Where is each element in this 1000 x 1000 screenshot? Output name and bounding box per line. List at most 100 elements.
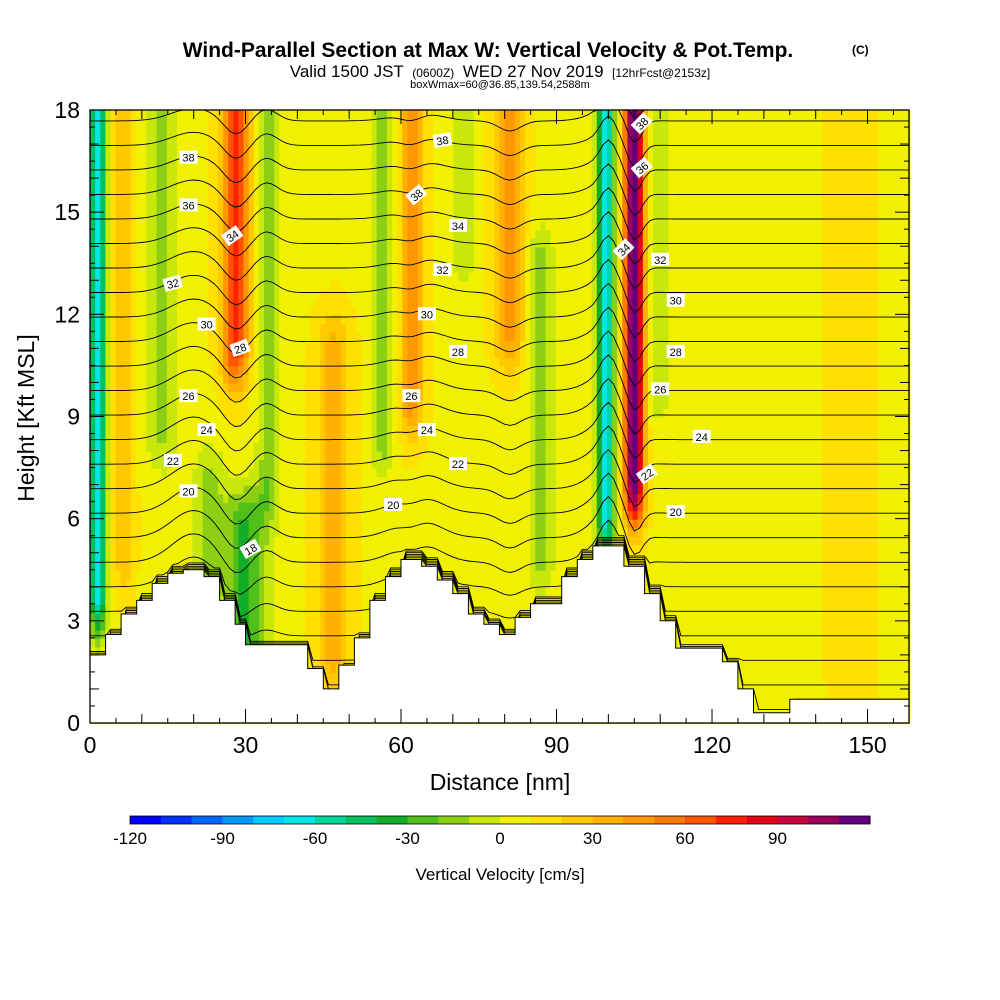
velocity-cell — [330, 620, 338, 631]
velocity-cell — [233, 322, 240, 333]
velocity-cell — [146, 271, 153, 282]
velocity-cell — [110, 356, 118, 367]
velocity-cell — [238, 169, 246, 180]
velocity-cell — [120, 229, 128, 239]
velocity-cell — [310, 535, 317, 546]
velocity-cell — [248, 578, 256, 588]
velocity-cell — [233, 484, 240, 495]
velocity-cell — [392, 433, 399, 444]
velocity-cell — [310, 586, 317, 597]
velocity-cell — [253, 161, 261, 171]
velocity-cell — [402, 135, 409, 146]
velocity-cell — [356, 203, 363, 214]
velocity-cell — [228, 416, 235, 427]
velocity-cell — [279, 237, 286, 248]
velocity-cell — [136, 348, 143, 358]
velocity-cell — [100, 620, 107, 631]
velocity-cell — [320, 127, 327, 137]
velocity-cell — [325, 637, 333, 648]
velocity-cell — [95, 271, 102, 282]
velocity-cell — [417, 178, 425, 188]
velocity-cell — [192, 169, 199, 180]
velocity-cell — [197, 518, 205, 529]
velocity-cell — [330, 356, 338, 367]
velocity-cell — [253, 339, 261, 350]
velocity-cell — [386, 390, 394, 401]
velocity-cell — [207, 152, 215, 163]
velocity-cell — [146, 322, 153, 333]
velocity-cell — [228, 535, 235, 546]
velocity-cell — [177, 144, 184, 154]
velocity-cell — [422, 161, 430, 171]
velocity-cell — [345, 288, 353, 299]
velocity-cell — [330, 433, 338, 444]
velocity-cell — [171, 484, 179, 495]
velocity-cell — [166, 467, 174, 478]
velocity-cell — [248, 178, 256, 188]
velocity-cell — [110, 535, 118, 546]
velocity-cell — [422, 527, 430, 537]
velocity-cell — [330, 518, 338, 529]
velocity-cell — [105, 161, 112, 171]
velocity-cell — [192, 518, 199, 529]
velocity-cell — [115, 416, 123, 427]
velocity-cell — [258, 416, 266, 427]
velocity-cell — [248, 450, 256, 461]
velocity-cell — [258, 476, 266, 486]
velocity-cell — [294, 561, 302, 571]
velocity-cell — [110, 552, 118, 563]
velocity-cell — [110, 450, 118, 461]
velocity-cell — [202, 527, 210, 537]
velocity-cell — [279, 433, 286, 444]
velocity-cell — [366, 152, 374, 163]
velocity-cell — [115, 569, 123, 580]
velocity-cell — [310, 382, 317, 393]
velocity-cell — [238, 612, 246, 622]
velocity-cell — [166, 144, 174, 154]
velocity-cell — [202, 186, 210, 197]
velocity-cell — [238, 322, 246, 333]
velocity-cell — [182, 297, 189, 307]
velocity-cell — [197, 348, 205, 358]
velocity-cell — [115, 493, 123, 503]
velocity-cell — [202, 152, 210, 163]
velocity-cell — [130, 535, 138, 546]
velocity-cell — [90, 161, 97, 171]
velocity-cell — [304, 118, 312, 129]
velocity-cell — [397, 203, 404, 214]
velocity-cell — [141, 152, 148, 163]
velocity-cell — [315, 425, 322, 435]
velocity-cell — [294, 161, 302, 171]
velocity-cell — [417, 501, 425, 512]
velocity-cell — [412, 501, 420, 512]
velocity-cell — [299, 271, 307, 282]
velocity-cell — [274, 373, 281, 384]
velocity-cell — [233, 331, 240, 341]
velocity-cell — [125, 280, 133, 290]
velocity-cell — [376, 297, 384, 307]
velocity-cell — [386, 237, 394, 248]
velocity-cell — [166, 322, 174, 333]
velocity-cell — [417, 493, 425, 503]
velocity-cell — [105, 433, 112, 444]
velocity-cell — [397, 518, 404, 529]
velocity-cell — [376, 544, 384, 554]
velocity-cell — [279, 586, 286, 597]
velocity-cell — [274, 527, 281, 537]
velocity-cell — [105, 467, 112, 478]
velocity-cell — [269, 476, 276, 486]
velocity-cell — [105, 135, 112, 146]
velocity-cell — [192, 501, 199, 512]
velocity-cell — [345, 220, 353, 231]
velocity-cell — [212, 127, 220, 137]
velocity-cell — [228, 365, 235, 376]
velocity-cell — [284, 178, 292, 188]
velocity-cell — [228, 135, 235, 146]
velocity-cell — [177, 305, 184, 316]
velocity-cell — [412, 314, 420, 324]
velocity-cell — [422, 110, 430, 120]
velocity-cell — [366, 425, 374, 435]
velocity-cell — [207, 178, 215, 188]
velocity-cell — [248, 314, 256, 324]
velocity-cell — [310, 348, 317, 358]
